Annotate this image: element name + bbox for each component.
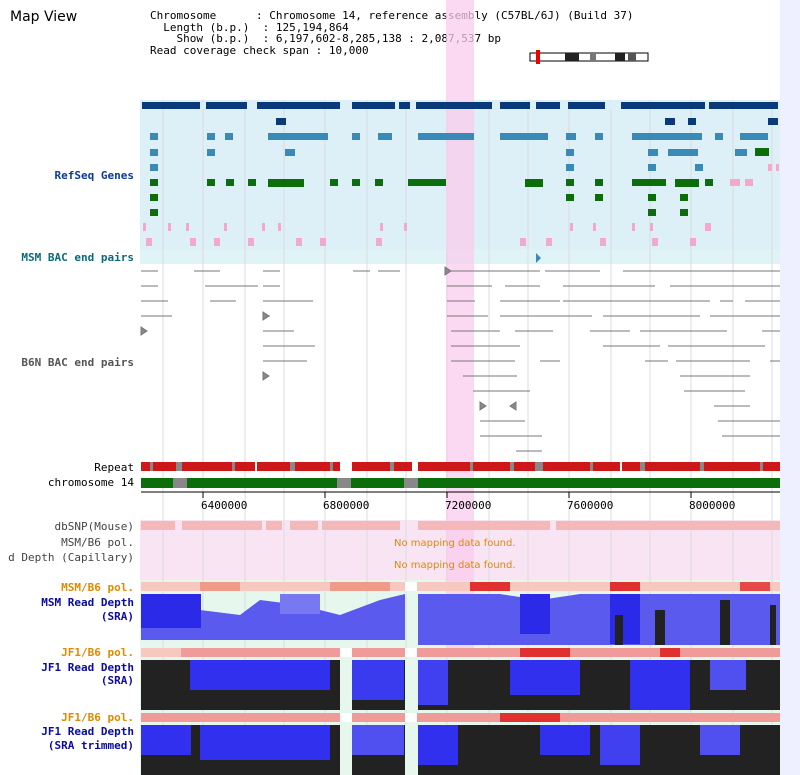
chromosome-ideogram[interactable]: [529, 50, 649, 64]
track-label-jf1-read-depth[interactable]: JF1 Read Depth: [41, 661, 134, 674]
coverage-value: 10,000: [328, 43, 369, 57]
track-label-msm-b6-pol-sra[interactable]: MSM/B6 pol.: [61, 581, 134, 594]
track-label-chromosome[interactable]: chromosome 14: [47, 476, 134, 489]
coverage-key: Read coverage check span: [150, 43, 309, 57]
scale-axis: [141, 491, 780, 498]
track-label-jf1-read-depth-trimmed[interactable]: JF1 Read Depth: [41, 725, 134, 738]
scale-tick-label: 6400000: [201, 499, 248, 512]
track-label-read-depth-capillary[interactable]: d Depth (Capillary): [8, 551, 134, 564]
msm-read-depth-plot[interactable]: [141, 594, 780, 645]
track-label-jf1-b6-pol-1[interactable]: JF1/B6 pol.: [61, 646, 134, 659]
chromosome-bar[interactable]: [141, 478, 780, 488]
msm-bac-end-marker[interactable]: [536, 253, 541, 263]
track-label-dbsnp[interactable]: dbSNP(Mouse): [54, 520, 134, 533]
track-label-jf1-b6-pol-2[interactable]: JF1/B6 pol.: [61, 711, 134, 724]
map-view-title: Map View: [10, 9, 78, 25]
no-data-message: No mapping data found.: [394, 538, 516, 549]
track-label-refseq[interactable]: RefSeq Genes: [54, 169, 134, 182]
track-label-msm-read-depth[interactable]: MSM Read Depth: [41, 596, 134, 609]
selected-region-highlight[interactable]: [446, 0, 474, 655]
jf1-read-depth-plot[interactable]: [141, 660, 780, 710]
scale-tick-label: 7600000: [567, 499, 614, 512]
map-info-panel: Chromosome : Chromosome 14, reference as…: [150, 9, 634, 57]
length-key: Length (b.p.): [163, 20, 250, 34]
track-label-msm-b6-pol-capillary[interactable]: MSM/B6 pol.: [61, 536, 134, 549]
track-label-jf1-read-depth-trimmed-sub: (SRA trimmed): [47, 739, 134, 752]
track-label-repeat[interactable]: Repeat: [94, 461, 134, 474]
msm-b6-pol-track[interactable]: [141, 582, 780, 591]
scale-tick-label: 8000000: [689, 499, 736, 512]
track-label-b6n-bac[interactable]: B6N BAC end pairs: [21, 356, 134, 369]
jf1-b6-pol-track-1[interactable]: [141, 648, 780, 657]
b6n-bac-end-pairs[interactable]: [140, 266, 780, 452]
jf1-b6-pol-track-2[interactable]: [141, 713, 780, 722]
scale-tick-label: 6800000: [323, 499, 370, 512]
dbsnp-track[interactable]: [141, 521, 780, 530]
refseq-genes[interactable]: [142, 102, 779, 246]
repeat-track[interactable]: [141, 462, 780, 471]
jf1-read-depth-trimmed-plot[interactable]: [141, 725, 780, 775]
chromosome-key: Chromosome: [150, 9, 217, 22]
right-margin: [780, 0, 800, 775]
no-data-message: No mapping data found.: [394, 560, 516, 571]
show-key: Show (b.p.): [176, 32, 250, 45]
track-label-msm-bac[interactable]: MSM BAC end pairs: [21, 251, 134, 264]
scale-tick-label: 7200000: [445, 499, 492, 512]
length-value: 125,194,864: [275, 20, 349, 34]
track-label-msm-read-depth-sub: (SRA): [100, 610, 134, 623]
track-label-jf1-read-depth-sub: (SRA): [100, 674, 134, 687]
